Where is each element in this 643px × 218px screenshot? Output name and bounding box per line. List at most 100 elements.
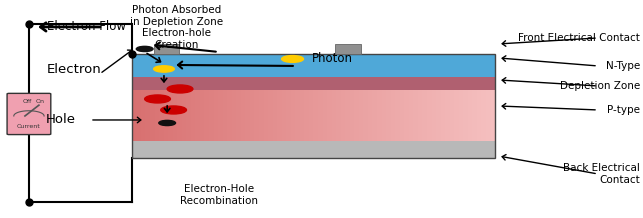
Bar <box>386 90 392 141</box>
Bar <box>132 54 495 77</box>
Bar <box>327 90 332 141</box>
Bar <box>350 90 355 141</box>
Bar <box>132 77 495 90</box>
Bar <box>422 90 428 141</box>
Bar <box>464 90 469 141</box>
Bar <box>136 90 141 141</box>
Bar <box>145 90 150 141</box>
Bar <box>341 90 346 141</box>
Bar <box>372 90 377 141</box>
Bar <box>150 90 155 141</box>
Bar <box>173 90 178 141</box>
Bar <box>314 90 319 141</box>
Bar <box>440 90 446 141</box>
Bar <box>381 90 387 141</box>
Bar <box>182 90 187 141</box>
Bar <box>445 90 450 141</box>
Bar <box>418 90 423 141</box>
Bar <box>209 90 214 141</box>
Bar <box>236 90 241 141</box>
Bar <box>335 44 361 54</box>
Bar <box>250 90 255 141</box>
Circle shape <box>159 120 176 126</box>
Bar <box>200 90 205 141</box>
Bar <box>273 90 278 141</box>
Bar <box>204 90 210 141</box>
Bar <box>213 90 219 141</box>
Circle shape <box>136 46 153 51</box>
Bar <box>295 90 300 141</box>
Bar <box>413 90 419 141</box>
Bar <box>486 90 491 141</box>
Bar <box>336 90 341 141</box>
Bar <box>345 90 350 141</box>
Bar <box>477 90 482 141</box>
Circle shape <box>282 56 303 62</box>
Text: Electron Flow: Electron Flow <box>48 20 126 33</box>
Text: Electron-Hole
Recombination: Electron-Hole Recombination <box>179 184 258 206</box>
Bar <box>277 90 282 141</box>
Text: Hole: Hole <box>46 114 76 126</box>
Text: Front Electrical Contact: Front Electrical Contact <box>518 33 640 43</box>
Bar <box>395 90 401 141</box>
Bar <box>222 90 228 141</box>
Bar <box>240 90 246 141</box>
Bar <box>300 90 305 141</box>
Bar <box>318 90 323 141</box>
Text: N-Type: N-Type <box>606 61 640 71</box>
Bar <box>163 90 168 141</box>
Bar <box>191 90 196 141</box>
Text: Electron: Electron <box>46 63 102 77</box>
Bar <box>154 44 179 54</box>
Bar <box>132 54 495 158</box>
Bar <box>132 90 137 141</box>
Circle shape <box>145 95 170 103</box>
Bar <box>323 90 328 141</box>
Bar <box>231 90 237 141</box>
Text: Photon: Photon <box>312 53 353 65</box>
Bar <box>436 90 441 141</box>
Bar <box>246 90 251 141</box>
Bar <box>473 90 478 141</box>
Bar <box>132 141 495 158</box>
Text: Back Electrical
Contact: Back Electrical Contact <box>563 163 640 185</box>
Bar <box>449 90 455 141</box>
Bar <box>309 90 314 141</box>
Bar <box>159 90 164 141</box>
Bar <box>400 90 405 141</box>
Bar <box>218 90 223 141</box>
Bar <box>363 90 368 141</box>
Bar <box>404 90 410 141</box>
Bar <box>141 90 146 141</box>
Bar <box>168 90 174 141</box>
Bar <box>154 90 159 141</box>
Circle shape <box>154 66 174 72</box>
Bar <box>332 90 337 141</box>
Bar <box>304 90 309 141</box>
Bar <box>354 90 359 141</box>
Bar <box>255 90 260 141</box>
Bar <box>291 90 296 141</box>
Text: Depletion Zone: Depletion Zone <box>559 81 640 91</box>
Bar <box>391 90 396 141</box>
Bar <box>195 90 201 141</box>
Bar <box>177 90 183 141</box>
Bar <box>377 90 382 141</box>
Text: P-type: P-type <box>607 105 640 115</box>
Bar <box>227 90 232 141</box>
Bar <box>458 90 464 141</box>
Text: Current: Current <box>17 124 41 129</box>
Text: Photon Absorbed
in Depletion Zone
Electron-hole
Creation: Photon Absorbed in Depletion Zone Electr… <box>131 5 223 50</box>
Bar <box>454 90 459 141</box>
Circle shape <box>161 106 186 114</box>
Text: On: On <box>35 99 44 104</box>
Text: Off: Off <box>23 99 32 104</box>
Bar <box>427 90 432 141</box>
FancyBboxPatch shape <box>7 93 51 135</box>
Bar <box>468 90 473 141</box>
Bar <box>409 90 414 141</box>
Bar <box>286 90 291 141</box>
Bar <box>359 90 364 141</box>
Bar <box>368 90 373 141</box>
Bar <box>491 90 496 141</box>
